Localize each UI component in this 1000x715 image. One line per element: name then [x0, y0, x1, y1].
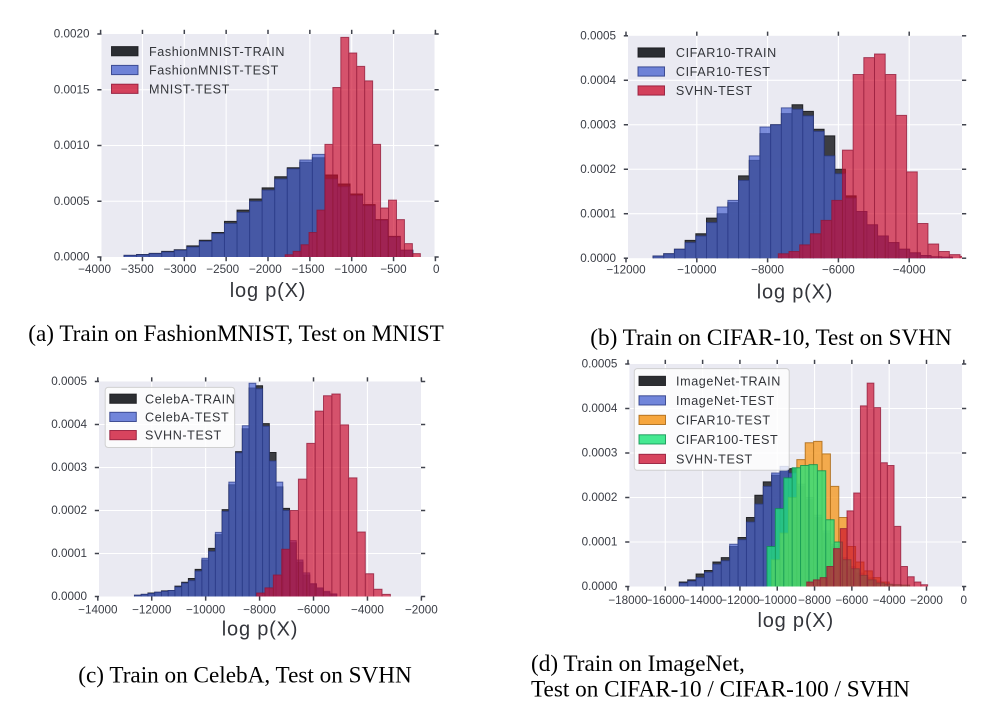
svg-text:−4000: −4000 — [893, 263, 926, 276]
svg-text:SVHN-TEST: SVHN-TEST — [145, 429, 222, 443]
svg-text:0.0001: 0.0001 — [580, 207, 616, 220]
svg-text:0.0000: 0.0000 — [580, 252, 616, 265]
svg-text:0.0002: 0.0002 — [582, 491, 618, 504]
svg-text:log p(X): log p(X) — [222, 619, 298, 641]
svg-text:−2000: −2000 — [249, 263, 282, 276]
svg-text:0.0000: 0.0000 — [582, 580, 618, 593]
svg-text:0.0003: 0.0003 — [582, 447, 618, 460]
svg-text:−2500: −2500 — [206, 263, 239, 276]
svg-text:FashionMNIST-TEST: FashionMNIST-TEST — [149, 64, 279, 78]
svg-text:−10000: −10000 — [677, 263, 717, 276]
svg-text:−3500: −3500 — [121, 263, 154, 276]
svg-text:−4000: −4000 — [78, 263, 111, 276]
svg-text:−10000: −10000 — [758, 594, 798, 607]
svg-text:0.0000: 0.0000 — [51, 590, 87, 603]
svg-text:0.0020: 0.0020 — [54, 28, 90, 41]
svg-text:−12000: −12000 — [132, 604, 172, 617]
svg-text:−6000: −6000 — [297, 604, 330, 617]
svg-text:(b) Train on CIFAR-10, Test on: (b) Train on CIFAR-10, Test on SVHN — [590, 325, 952, 351]
svg-text:CelebA-TRAIN: CelebA-TRAIN — [145, 392, 235, 406]
svg-text:−4000: −4000 — [873, 594, 906, 607]
svg-text:0.0001: 0.0001 — [51, 547, 87, 560]
svg-text:−8000: −8000 — [751, 263, 784, 276]
svg-text:(a) Train on FashionMNIST, Tes: (a) Train on FashionMNIST, Test on MNIST — [28, 321, 444, 347]
svg-text:log p(X): log p(X) — [230, 280, 306, 302]
svg-text:−12000: −12000 — [720, 594, 760, 607]
svg-text:−2000: −2000 — [910, 594, 943, 607]
svg-text:−12000: −12000 — [606, 263, 646, 276]
svg-text:−4000: −4000 — [351, 604, 384, 617]
svg-text:0.0002: 0.0002 — [580, 163, 616, 176]
svg-text:Test on CIFAR-10 / CIFAR-100 /: Test on CIFAR-10 / CIFAR-100 / SVHN — [531, 677, 910, 703]
svg-text:−8000: −8000 — [798, 594, 831, 607]
svg-text:0.0003: 0.0003 — [580, 118, 616, 131]
svg-text:(d) Train on ImageNet,: (d) Train on ImageNet, — [531, 651, 745, 677]
svg-text:−16000: −16000 — [646, 594, 686, 607]
svg-text:MNIST-TEST: MNIST-TEST — [149, 82, 230, 96]
svg-text:0.0005: 0.0005 — [580, 29, 616, 42]
svg-text:0.0002: 0.0002 — [51, 504, 87, 517]
svg-text:0.0004: 0.0004 — [51, 418, 87, 431]
svg-text:−10000: −10000 — [186, 604, 226, 617]
svg-text:0.0000: 0.0000 — [54, 251, 90, 264]
svg-text:log p(X): log p(X) — [757, 282, 833, 304]
svg-text:(c) Train on CelebA, Test on S: (c) Train on CelebA, Test on SVHN — [78, 663, 412, 689]
svg-text:−14000: −14000 — [78, 604, 118, 617]
svg-text:CIFAR10-TEST: CIFAR10-TEST — [676, 414, 771, 428]
svg-text:−6000: −6000 — [822, 263, 855, 276]
svg-text:−1500: −1500 — [292, 263, 325, 276]
svg-text:0.0004: 0.0004 — [582, 402, 618, 415]
svg-text:0.0004: 0.0004 — [580, 74, 616, 87]
svg-text:ImageNet-TEST: ImageNet-TEST — [676, 394, 775, 408]
svg-text:−3000: −3000 — [164, 263, 197, 276]
svg-text:CelebA-TEST: CelebA-TEST — [145, 411, 229, 425]
svg-text:0.0005: 0.0005 — [582, 358, 618, 371]
svg-text:FashionMNIST-TRAIN: FashionMNIST-TRAIN — [149, 45, 285, 59]
svg-text:CIFAR10-TRAIN: CIFAR10-TRAIN — [676, 46, 777, 60]
svg-text:−500: −500 — [380, 263, 407, 276]
svg-text:−14000: −14000 — [683, 594, 723, 607]
svg-text:0.0003: 0.0003 — [51, 461, 87, 474]
svg-text:0.0015: 0.0015 — [54, 83, 90, 96]
svg-text:log p(X): log p(X) — [757, 610, 833, 632]
svg-text:SVHN-TEST: SVHN-TEST — [676, 453, 753, 467]
svg-text:−1000: −1000 — [334, 263, 367, 276]
svg-text:−2000: −2000 — [405, 604, 438, 617]
svg-text:CIFAR10-TEST: CIFAR10-TEST — [676, 65, 771, 79]
svg-text:0.0005: 0.0005 — [51, 375, 87, 388]
svg-text:−6000: −6000 — [835, 594, 868, 607]
svg-text:−18000: −18000 — [608, 594, 648, 607]
svg-text:−8000: −8000 — [243, 604, 276, 617]
svg-text:0.0005: 0.0005 — [54, 195, 90, 208]
svg-text:0.0001: 0.0001 — [582, 536, 618, 549]
svg-text:CIFAR100-TEST: CIFAR100-TEST — [676, 433, 778, 447]
svg-text:0.0010: 0.0010 — [54, 139, 90, 152]
svg-text:SVHN-TEST: SVHN-TEST — [676, 84, 753, 98]
svg-text:0: 0 — [433, 263, 440, 276]
svg-text:ImageNet-TRAIN: ImageNet-TRAIN — [676, 375, 781, 389]
svg-text:0: 0 — [961, 594, 968, 607]
